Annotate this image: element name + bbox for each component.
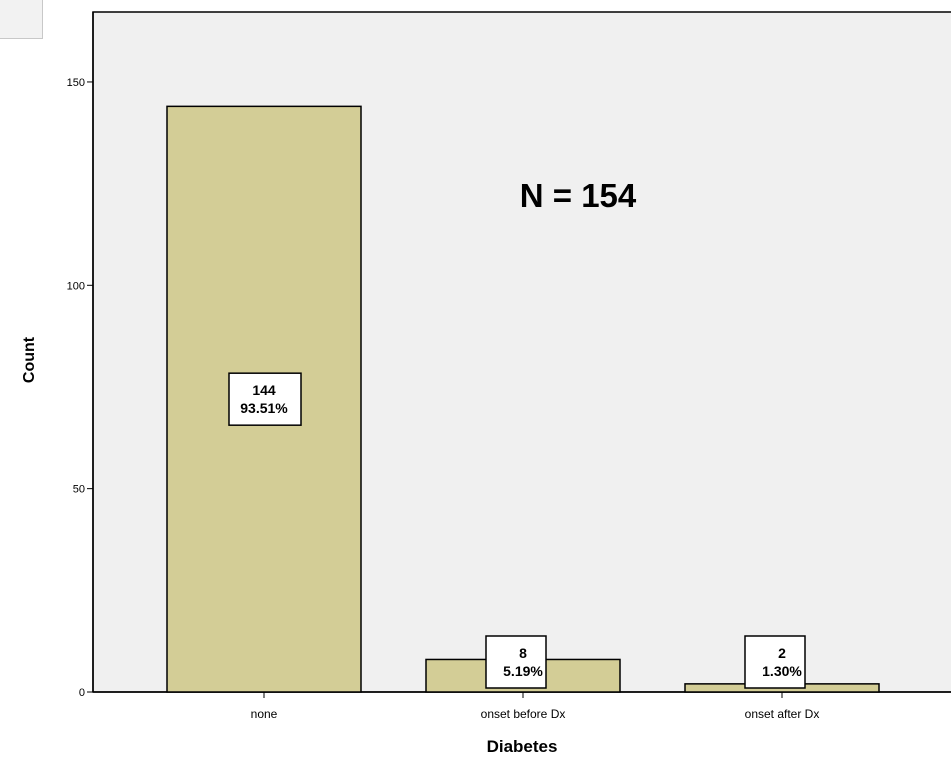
data-label-percent: 5.19% <box>503 663 543 679</box>
data-label-count: 144 <box>252 382 276 398</box>
y-tick-label: 0 <box>79 687 85 699</box>
x-axis-label: Diabetes <box>487 737 558 756</box>
data-label-percent: 1.30% <box>762 663 802 679</box>
data-label-count: 8 <box>519 645 527 661</box>
x-tick-label: onset after Dx <box>745 707 820 721</box>
y-axis-label: Count <box>21 336 38 383</box>
n-annotation: N = 154 <box>520 177 637 214</box>
data-label-box <box>745 636 805 688</box>
x-tick-label: onset before Dx <box>481 707 566 721</box>
data-label-percent: 93.51% <box>240 400 288 416</box>
y-tick-label: 150 <box>67 77 85 89</box>
y-tick-label: 50 <box>73 484 85 496</box>
y-tick-label: 100 <box>67 280 85 292</box>
x-axis: none onset before Dx onset after Dx <box>93 692 951 721</box>
x-tick-label: none <box>251 707 278 721</box>
data-label-count: 2 <box>778 645 786 661</box>
data-label-box <box>229 373 301 425</box>
data-label-box <box>486 636 546 688</box>
y-axis: 0 50 100 150 <box>67 12 93 699</box>
